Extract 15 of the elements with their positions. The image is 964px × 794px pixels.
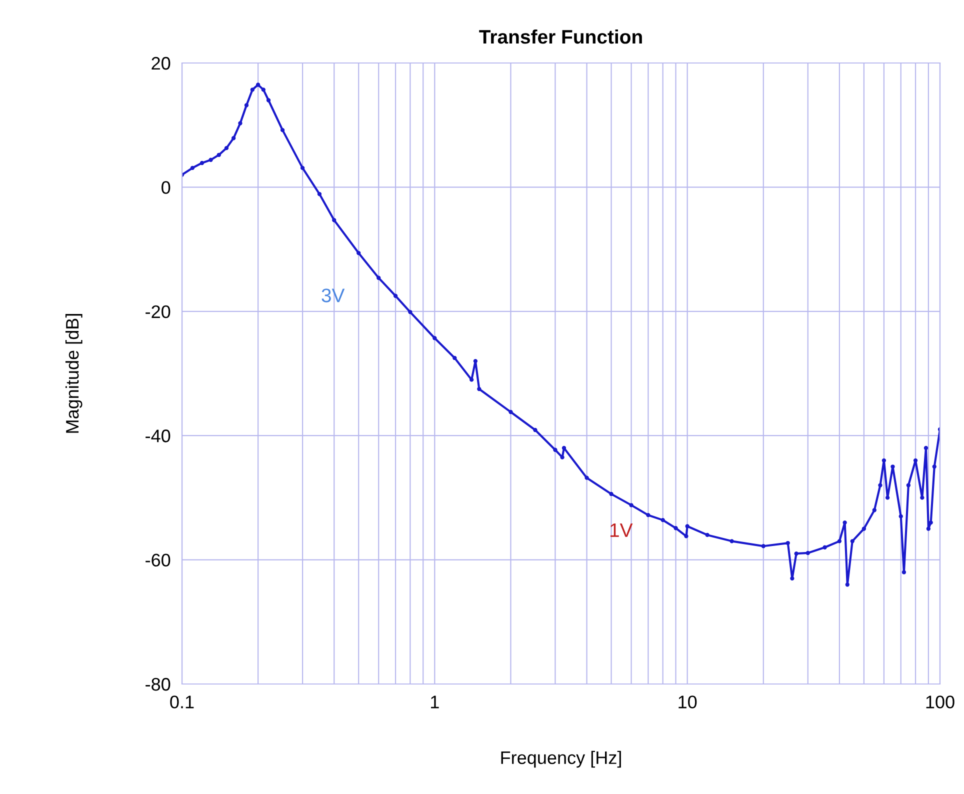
y-tick-label: 0: [162, 181, 170, 194]
y-tick-label: -60: [146, 554, 170, 567]
y-tick-label: -40: [146, 430, 170, 442]
x-axis-title: Frequency [Hz]: [501, 750, 621, 768]
y-axis-title: Magnitude [dB]: [65, 314, 82, 433]
x-tick-label: 100: [926, 696, 954, 708]
annotation: 3V: [322, 288, 345, 302]
y-tick-label: 20: [152, 56, 170, 70]
annotation: 1V: [610, 524, 633, 537]
x-tick-label: 10: [678, 696, 697, 708]
x-tick-label: 1: [431, 696, 439, 708]
x-tick-label: 0.1: [170, 696, 194, 708]
chart-title: Transfer Function: [479, 29, 642, 44]
y-tick-label: -80: [146, 678, 170, 691]
y-tick-label: -20: [146, 305, 170, 318]
